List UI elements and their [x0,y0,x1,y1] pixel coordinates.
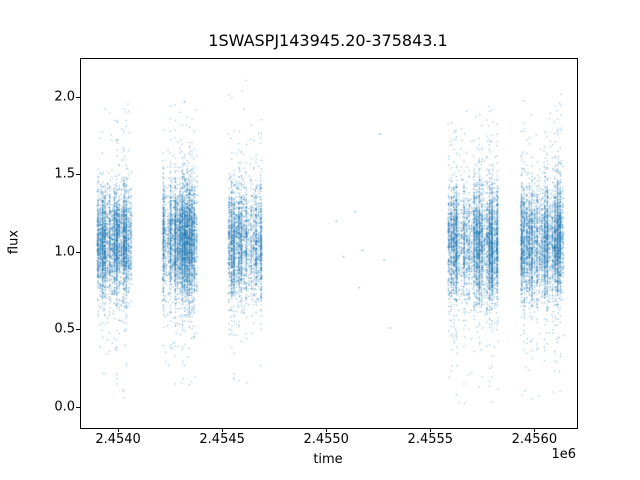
plot-area [80,58,578,429]
y-tick-mark [76,329,80,331]
x-tick-mark [222,428,224,432]
x-axis-label: time [313,452,343,467]
x-tick-label: 2.4540 [95,432,141,447]
x-tick-mark [534,428,536,432]
y-tick-mark [76,406,80,408]
y-tick-label: 2.0 [54,89,75,105]
y-tick-label: 0.5 [54,321,75,337]
y-tick-mark [76,251,80,253]
x-tick-label: 2.4545 [199,432,245,447]
scatter-points-canvas [81,59,577,428]
x-tick-mark [430,428,432,432]
y-tick-label: 1.5 [54,166,75,182]
y-tick-label: 0.0 [54,399,75,415]
x-tick-label: 2.4560 [511,432,558,447]
y-tick-mark [76,96,80,98]
x-axis-offset-label: 1e6 [551,447,576,462]
x-tick-label: 2.4550 [303,432,349,447]
x-tick-mark [326,428,328,432]
y-axis-label: flux [6,229,22,255]
y-tick-mark [76,174,80,176]
x-tick-label: 2.4555 [407,432,454,447]
chart-title: 1SWASPJ143945.20-375843.1 [208,31,448,50]
x-tick-mark [118,428,120,432]
y-tick-label: 1.0 [54,244,75,260]
